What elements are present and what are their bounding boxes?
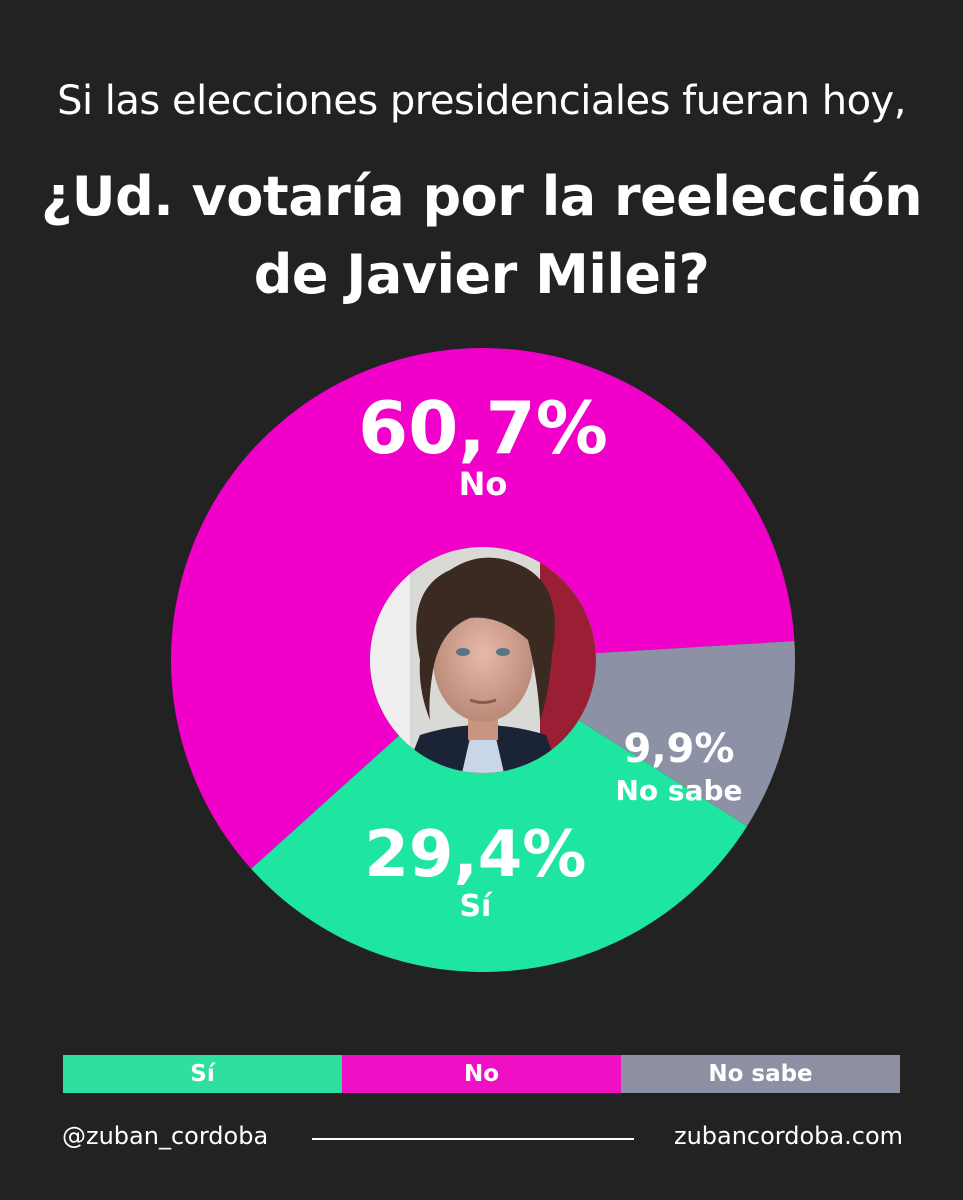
portrait-shirt	[462, 738, 504, 773]
chart-title-line-2: de Javier Milei?	[253, 243, 710, 306]
portrait-face	[433, 598, 533, 722]
slice-si	[251, 720, 748, 972]
footer-divider	[312, 1138, 634, 1140]
category-label-si: Sí	[459, 889, 493, 924]
value-label-no: 60,7%	[358, 386, 608, 470]
website-link: zubancordoba.com	[673, 1122, 903, 1150]
chart-title: ¿Ud. votaría por la reelección de Javier…	[0, 158, 963, 314]
social-handle: @zuban_cordoba	[62, 1122, 269, 1150]
portrait-eye-left	[456, 648, 470, 656]
chart-subtitle: Si las elecciones presidenciales fueran …	[57, 78, 906, 124]
labels-group: 60,7%No 9,9%No sabe 29,4%Sí	[358, 386, 742, 924]
category-label-no-sabe: No sabe	[616, 774, 743, 807]
slices-group	[170, 347, 795, 972]
legend-item-no-sabe: No sabe	[621, 1055, 900, 1093]
value-label-si: 29,4%	[364, 818, 586, 892]
value-label-no-sabe: 9,9%	[624, 726, 735, 772]
legend: Sí No No sabe	[63, 1055, 900, 1093]
portrait-eye-right	[496, 648, 510, 656]
legend-item-no: No	[342, 1055, 621, 1093]
portrait-hair	[416, 557, 555, 720]
slice-no-sabe	[578, 641, 795, 827]
slice-no	[170, 347, 795, 869]
legend-item-si: Sí	[63, 1055, 342, 1093]
portrait-mouth	[469, 698, 497, 704]
category-label-no: No	[459, 465, 508, 503]
chart-title-line-1: ¿Ud. votaría por la reelección	[40, 165, 923, 228]
center-portrait	[370, 547, 596, 773]
